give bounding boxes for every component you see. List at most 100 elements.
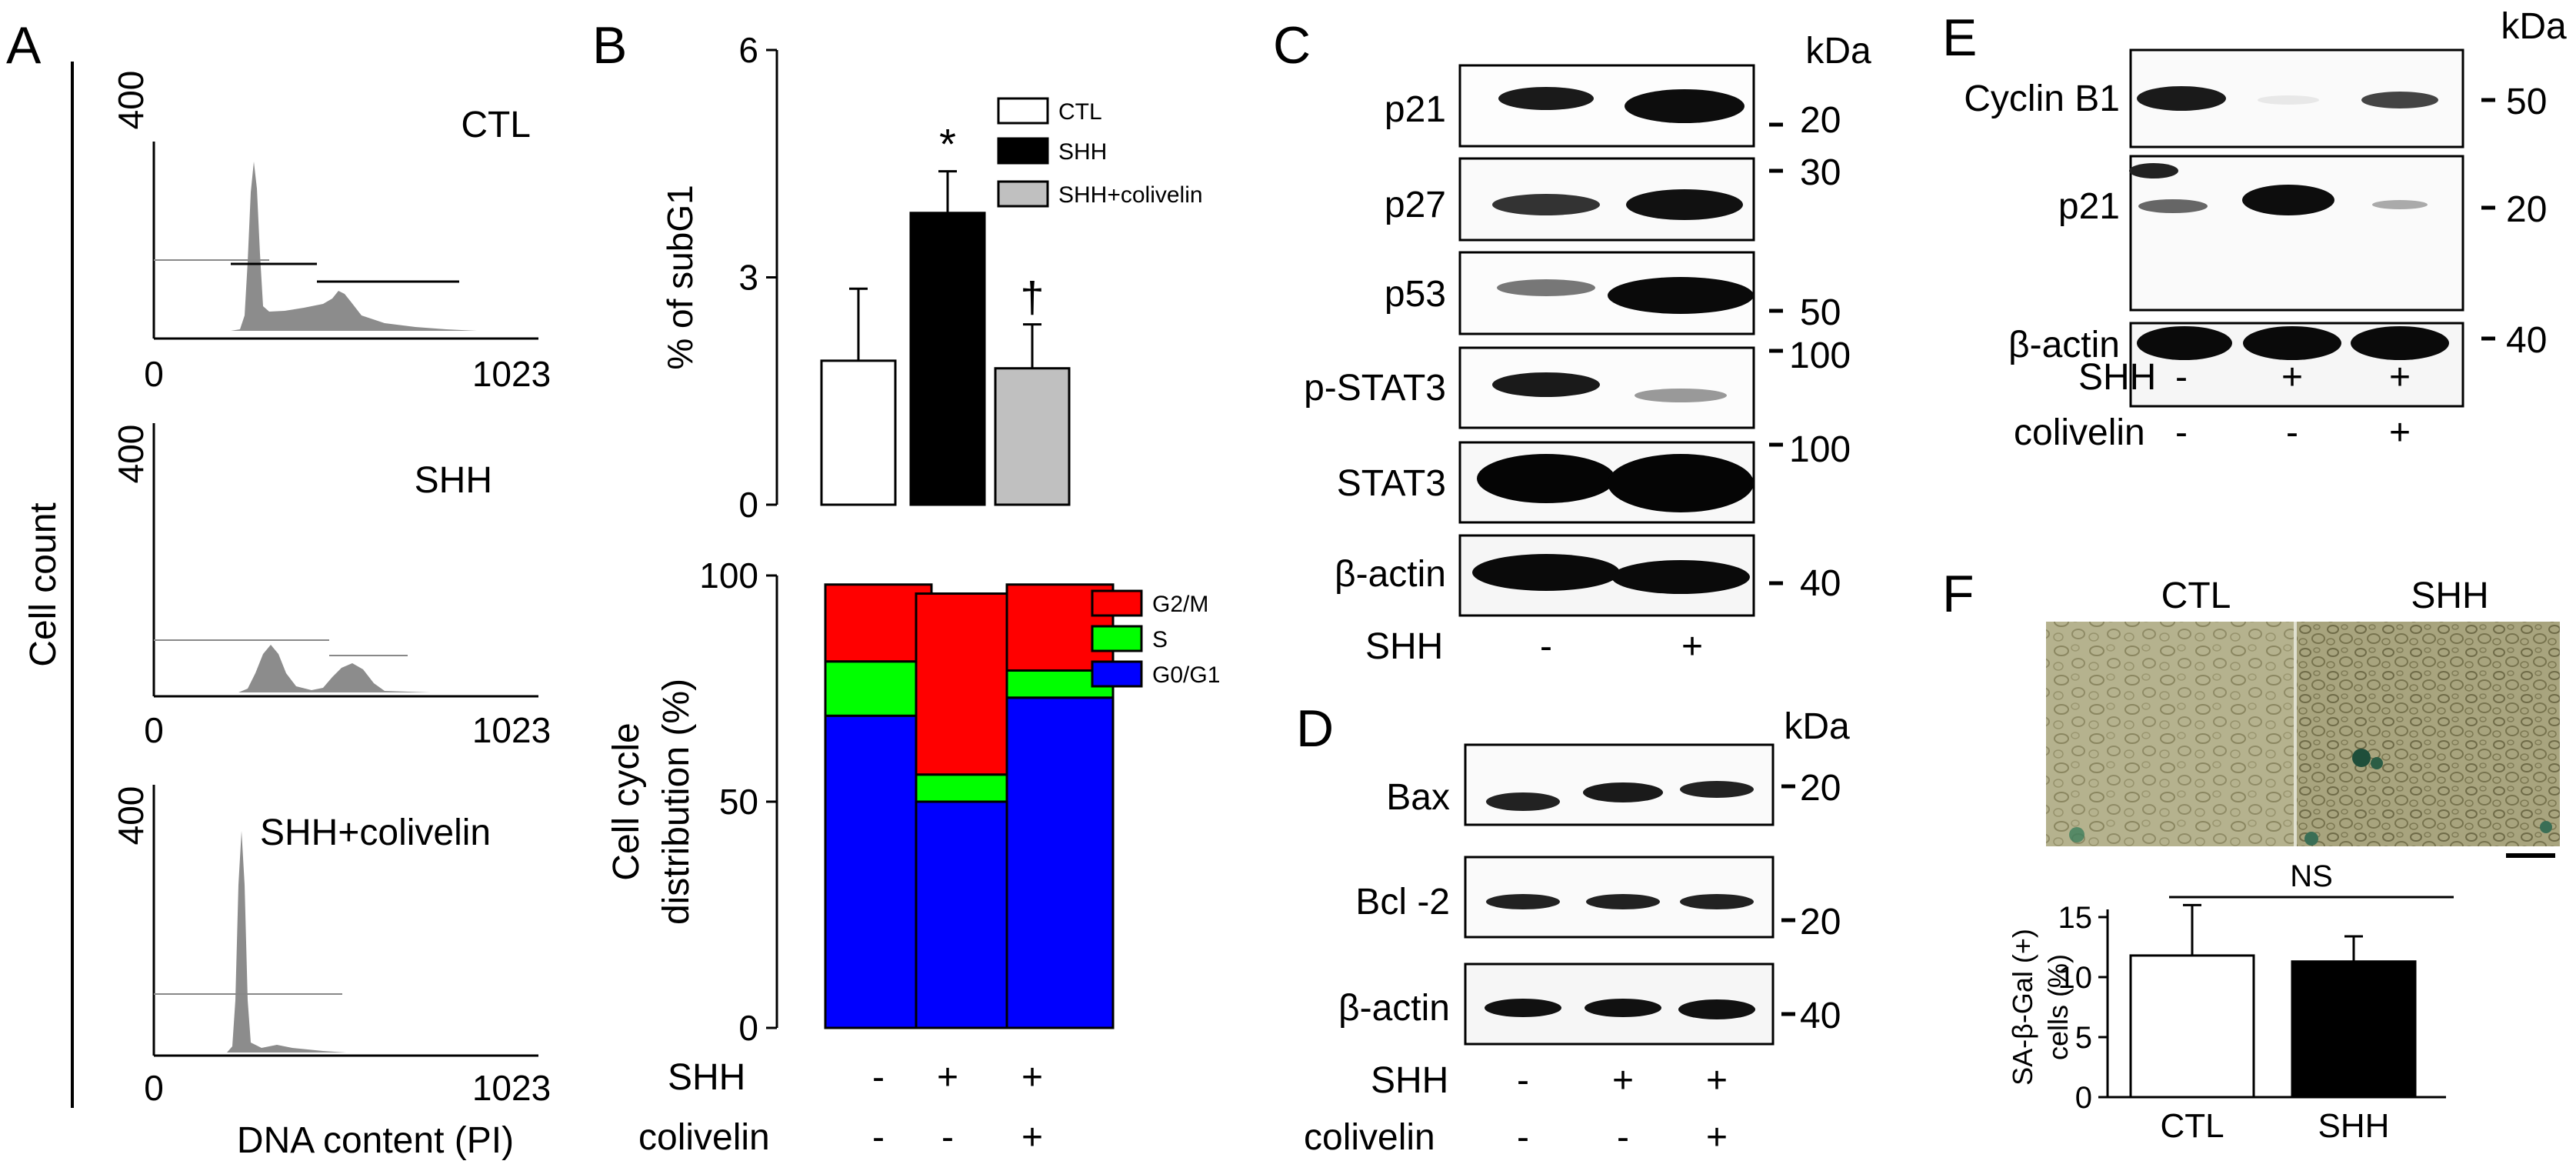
panel-e-col-2: - bbox=[2286, 412, 2298, 453]
marker-c-p21: 20 bbox=[1800, 100, 1841, 141]
histogram-shh-xmin: 0 bbox=[144, 710, 164, 750]
blot-c-p27-label: p27 bbox=[1385, 185, 1446, 225]
cell-cycle-bar-chart: 0 50 100 Cell cycle distribution (%) G2/M S G0/… bbox=[606, 555, 1220, 1048]
sagal-category-label: SHH bbox=[2318, 1107, 2390, 1145]
cellcycle-legend-label: G2/M bbox=[1152, 592, 1208, 617]
panel-d-colivelin-label: colivelin bbox=[1304, 1117, 1435, 1158]
panel-e-col-3: + bbox=[2389, 412, 2411, 453]
panel-label-e: E bbox=[1942, 8, 1977, 67]
cellcycle-legend-swatch bbox=[1091, 589, 1143, 617]
histogram-colivelin-peaks bbox=[154, 831, 346, 1053]
subg1-annotation: † bbox=[1020, 273, 1044, 322]
cellcycle-ytick-label: 0 bbox=[738, 1008, 758, 1048]
panel-e-colivelin-label: colivelin bbox=[2014, 412, 2145, 453]
cellcycle-ylabel-line2: distribution (%) bbox=[656, 679, 697, 925]
panel-label-d: D bbox=[1296, 699, 1334, 758]
panel-d-blots: Bax 20 Bcl -2 20 β-actin 40 bbox=[1338, 743, 1841, 1046]
panel-c-unit: kDa bbox=[1805, 31, 1871, 72]
band-c-p27-1 bbox=[1492, 194, 1600, 215]
histogram-shh: 400 SHH 0 1023 bbox=[111, 423, 551, 750]
marker-e-p21: 20 bbox=[2506, 189, 2547, 230]
treatment-b-shh-1: - bbox=[872, 1057, 885, 1098]
cellcycle-bar-segment bbox=[915, 592, 1024, 776]
micrograph-ctl-stain bbox=[2069, 827, 2084, 842]
sagal-category-label: CTL bbox=[2160, 1107, 2224, 1145]
dna-content-label: DNA content (PI) bbox=[237, 1120, 514, 1161]
subg1-ytick-label: 3 bbox=[738, 258, 758, 298]
panel-e-unit: kDa bbox=[2501, 6, 2567, 47]
blot-e-actin-label: β-actin bbox=[2008, 325, 2120, 365]
band-d-actin-1 bbox=[1485, 999, 1561, 1017]
cellcycle-ytick-label: 50 bbox=[719, 782, 758, 822]
band-c-pstat3-2 bbox=[1635, 389, 1727, 402]
marker-c-p53: 50 bbox=[1800, 292, 1841, 333]
band-c-actin-1 bbox=[1472, 554, 1620, 591]
band-e-p21-2 bbox=[2242, 185, 2334, 215]
panel-c-shh-2: + bbox=[1681, 626, 1703, 667]
band-e-actin-2 bbox=[2243, 326, 2341, 360]
band-d-actin-3 bbox=[1678, 999, 1755, 1019]
sagal-bar bbox=[2129, 954, 2255, 1099]
marker-c-stat3: 100 bbox=[1789, 429, 1851, 470]
histogram-ctl-xmax: 1023 bbox=[472, 354, 551, 394]
micrograph-shh-label: SHH bbox=[2411, 575, 2488, 616]
treatment-b-shh-2: + bbox=[937, 1057, 958, 1098]
micrograph-shh-stain-4 bbox=[2540, 821, 2552, 833]
band-e-p21-3 bbox=[2372, 200, 2428, 209]
subg1-bar bbox=[820, 359, 897, 506]
band-c-stat3-2 bbox=[1608, 454, 1754, 512]
blot-c-actin-label: β-actin bbox=[1335, 554, 1446, 595]
sagal-ytick-label: 5 bbox=[2075, 1021, 2092, 1055]
histogram-ctl-xmin: 0 bbox=[144, 354, 164, 394]
sa-gal-bar-chart: 0 5 10 15 SA-β-Gal (+) cells (%) CTL SHH NS bbox=[2007, 859, 2454, 1145]
cellcycle-legend-swatch bbox=[1091, 625, 1143, 652]
sagal-ylabel-line1: SA-β-Gal (+) bbox=[2007, 929, 2038, 1086]
histogram-shh-colivelin: 400 SHH+colivelin 0 1023 bbox=[111, 785, 551, 1108]
band-c-p21-1 bbox=[1498, 87, 1594, 110]
sagal-ylabel-line2: cells (%) bbox=[2042, 954, 2074, 1060]
micrograph-ctl-label: CTL bbox=[2161, 575, 2231, 616]
panel-d-shh-3: + bbox=[1706, 1060, 1728, 1101]
treatments-b: SHH colivelin - + + - - + bbox=[638, 1057, 1043, 1158]
panel-e-shh-2: + bbox=[2281, 357, 2303, 398]
band-c-p21-2 bbox=[1625, 89, 1745, 123]
cellcycle-ylabel-line1: Cell cycle bbox=[606, 722, 647, 880]
panel-d-shh-label: SHH bbox=[1371, 1060, 1448, 1101]
cellcycle-bar-segment bbox=[915, 773, 1024, 803]
panel-d-col-3: + bbox=[1706, 1117, 1728, 1158]
histogram-shh-title: SHH bbox=[415, 460, 492, 501]
histogram-colivelin-xmin: 0 bbox=[144, 1068, 164, 1108]
cellcycle-bar-segment bbox=[824, 714, 933, 1029]
histogram-colivelin-title: SHH+colivelin bbox=[260, 812, 491, 853]
sagal-ytick-label: 15 bbox=[2058, 901, 2093, 935]
micrograph-ctl-cells bbox=[2046, 622, 2294, 846]
histogram-shh-peaks bbox=[154, 645, 431, 692]
panel-label-f: F bbox=[1942, 565, 1974, 623]
band-e-p21-1 bbox=[2138, 199, 2208, 213]
sagal-ytick-label: 0 bbox=[2075, 1081, 2092, 1115]
cell-count-label: Cell count bbox=[23, 502, 64, 666]
blot-c-p53-label: p53 bbox=[1385, 274, 1446, 315]
subg1-legend-label: SHH bbox=[1058, 139, 1107, 165]
sagal-ns-label: NS bbox=[2290, 859, 2333, 893]
treatment-b-shh-3: + bbox=[1021, 1057, 1043, 1098]
blot-c-p21-label: p21 bbox=[1385, 89, 1446, 130]
band-d-bcl2-3 bbox=[1680, 894, 1754, 909]
blot-d-bax-label: Bax bbox=[1386, 777, 1450, 818]
subg1-legend-swatch bbox=[997, 97, 1049, 125]
subg1-legend-label: CTL bbox=[1058, 99, 1102, 125]
cellcycle-legend-swatch bbox=[1091, 660, 1143, 688]
micrograph-shh-stain-2 bbox=[2371, 757, 2383, 769]
subg1-ytick-label: 0 bbox=[738, 485, 758, 525]
micrograph-ctl bbox=[2046, 622, 2294, 846]
marker-c-p27: 30 bbox=[1800, 152, 1841, 193]
band-e-p21-top bbox=[2129, 163, 2178, 178]
panel-d-col-2: - bbox=[1617, 1117, 1629, 1158]
micrograph-shh-cells bbox=[2297, 622, 2560, 846]
micrograph-shh-stain-1 bbox=[2352, 749, 2371, 767]
panel-label-b: B bbox=[592, 16, 627, 75]
band-e-actin-3 bbox=[2351, 326, 2449, 360]
panel-e-blots: Cyclin B1 50 p21 20 β-actin 40 bbox=[1964, 48, 2547, 408]
micrograph-shh bbox=[2297, 622, 2560, 846]
